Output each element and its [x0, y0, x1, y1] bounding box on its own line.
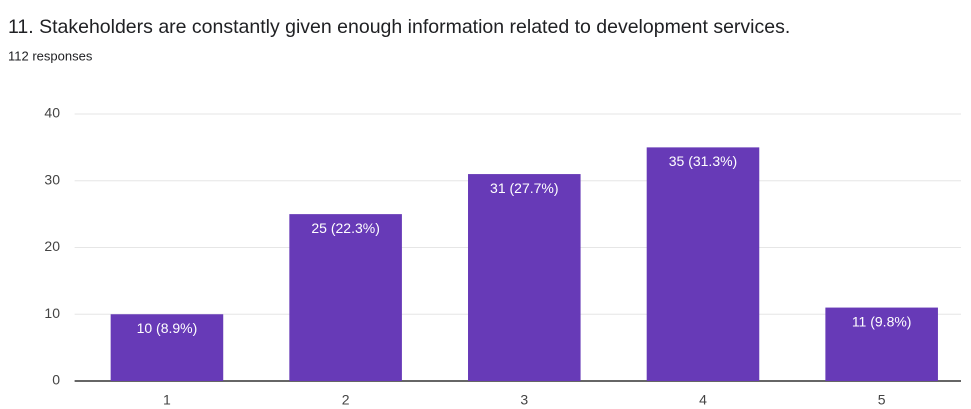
- y-tick-label: 0: [52, 372, 60, 388]
- y-tick-label: 10: [44, 305, 60, 321]
- y-tick-label: 40: [44, 105, 60, 121]
- chart-title: 11. Stakeholders are constantly given en…: [8, 16, 790, 38]
- bar: [646, 147, 760, 381]
- bar: [110, 314, 224, 381]
- x-tick-label: 1: [163, 392, 171, 408]
- data-label: 10 (8.9%): [137, 320, 198, 336]
- y-tick-label: 30: [44, 171, 60, 187]
- data-label: 25 (22.3%): [311, 220, 379, 236]
- y-tick-label: 20: [44, 238, 60, 254]
- x-tick-label: 5: [878, 392, 886, 408]
- x-tick-label: 2: [342, 392, 350, 408]
- x-tick-label: 3: [520, 392, 528, 408]
- x-tick-label: 4: [699, 392, 707, 408]
- bar: [289, 214, 402, 381]
- chart-subtitle: 112 responses: [8, 48, 93, 63]
- data-label: 11 (9.8%): [852, 313, 912, 329]
- bar: [468, 174, 581, 381]
- data-label: 35 (31.3%): [669, 153, 737, 169]
- bar: [825, 307, 938, 381]
- data-label: 31 (27.7%): [490, 180, 558, 196]
